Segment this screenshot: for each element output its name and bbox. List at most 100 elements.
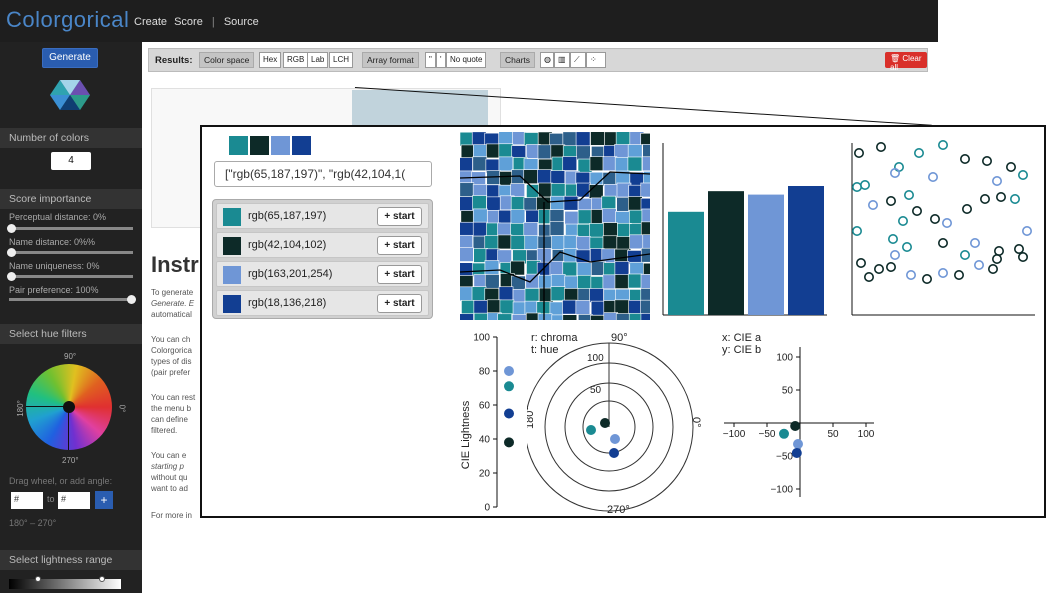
name-uniqueness-slider[interactable] — [7, 272, 133, 281]
map-county — [628, 196, 643, 211]
map-county — [615, 313, 631, 320]
single-quote-button[interactable]: ' — [436, 52, 446, 68]
start-button[interactable]: + start — [377, 265, 422, 284]
results-label: Results: — [155, 55, 193, 66]
hue-wheel-center[interactable] — [63, 401, 75, 413]
swatch[interactable] — [292, 136, 311, 155]
lightness-min-knob[interactable] — [35, 576, 41, 582]
map-county — [537, 169, 552, 184]
start-button[interactable]: + start — [377, 236, 422, 255]
map-county — [510, 209, 526, 224]
map-county — [614, 274, 630, 289]
lightness-tick-label: 100 — [473, 333, 490, 344]
map-state-border — [460, 251, 650, 283]
generate-button[interactable]: Generate — [42, 48, 98, 68]
scatter-point — [852, 226, 862, 237]
map-county — [628, 313, 644, 320]
hue-wheel-disc[interactable] — [26, 364, 112, 450]
brand-logo[interactable]: Colorgorical — [6, 7, 130, 32]
map-county — [562, 156, 578, 171]
lightness-axis-label: CIE Lightness — [460, 400, 472, 469]
num-colors-input[interactable]: 4 — [51, 152, 91, 170]
swatch[interactable] — [250, 136, 269, 155]
map-county — [643, 171, 650, 186]
pair-preference-slider[interactable] — [9, 295, 136, 304]
name-distance-slider[interactable] — [7, 248, 133, 257]
ab-label-x: x: CIE a — [722, 332, 762, 344]
swatch[interactable] — [229, 136, 248, 155]
start-button[interactable]: + start — [377, 207, 422, 226]
ab-point — [793, 439, 803, 449]
color-label: rgb(42,104,102) — [248, 239, 327, 251]
map-county — [562, 261, 578, 277]
map-county — [460, 247, 474, 262]
clear-all-button[interactable]: 🗑 Clear all — [885, 52, 927, 72]
palette-color-list: rgb(65,187,197) + start rgb(42,104,102) + … — [212, 199, 433, 319]
scatter-point — [996, 191, 1007, 202]
map-county — [550, 170, 566, 185]
lightness-max-knob[interactable] — [99, 576, 105, 582]
map-county — [589, 288, 604, 303]
slider-knob[interactable] — [127, 295, 136, 304]
map-county — [627, 144, 643, 159]
map-county — [460, 157, 473, 172]
line-chart-icon[interactable]: ⟋ — [570, 52, 586, 68]
map-county — [590, 314, 605, 320]
lightness-range-slider[interactable] — [9, 576, 121, 589]
map-county — [616, 236, 632, 251]
map-county — [510, 260, 525, 276]
scatter-point — [1022, 226, 1033, 237]
color-label: rgb(65,187,197) — [248, 210, 327, 222]
angle-start-input[interactable]: # — [11, 492, 43, 509]
lightness-tick-label: 40 — [479, 435, 491, 446]
start-button[interactable]: + start — [377, 294, 422, 313]
slider-knob[interactable] — [7, 272, 16, 281]
perceptual-distance-slider[interactable] — [7, 224, 133, 233]
rgb-button[interactable]: RGB — [283, 52, 309, 68]
lightness-point — [504, 366, 514, 376]
scatter-chart-icon[interactable]: ⁘ — [586, 52, 606, 68]
scatter-point — [938, 238, 949, 249]
map-county — [562, 299, 577, 315]
add-angle-button[interactable]: + — [95, 491, 113, 509]
bar-chart-icon[interactable]: ▥ — [554, 52, 570, 68]
hex-button[interactable]: Hex — [259, 52, 282, 68]
bg-line: want to ad — [151, 484, 188, 493]
angle-end-input[interactable]: # — [58, 492, 90, 509]
map-county — [640, 221, 650, 237]
lab-button[interactable]: Lab — [307, 52, 329, 68]
map-county — [486, 196, 502, 212]
map-county — [473, 300, 489, 315]
no-quote-button[interactable]: No quote — [446, 52, 487, 68]
map-county — [550, 274, 566, 289]
bg-line: Colorgorica — [151, 346, 192, 355]
bar — [748, 194, 784, 315]
polar-point — [586, 425, 596, 435]
nav-score[interactable]: Score — [174, 16, 203, 28]
map-county — [460, 234, 473, 250]
map-county — [498, 143, 514, 159]
map-county — [484, 235, 500, 250]
nav-create[interactable]: Create — [134, 16, 168, 28]
charts-label: Charts — [500, 52, 536, 68]
polar-angle-top: 90° — [611, 332, 628, 344]
swatch[interactable] — [271, 136, 290, 155]
palette-code-box[interactable]: ["rgb(65,187,197)", "rgb(42,104,1( — [214, 161, 432, 187]
map-chart-icon[interactable]: ◍ — [540, 52, 554, 68]
hue-wheel[interactable] — [26, 364, 112, 450]
slider-knob[interactable] — [7, 248, 16, 257]
map-county — [510, 196, 526, 211]
scatter-point — [863, 272, 874, 283]
slider-knob[interactable] — [7, 224, 16, 233]
map-county — [498, 286, 514, 302]
map-county — [614, 144, 629, 159]
bg-line: without qu — [151, 473, 188, 482]
lch-button[interactable]: LCH — [329, 52, 354, 68]
instructions-title: Instr — [151, 252, 199, 277]
color-label: rgb(163,201,254) — [248, 268, 333, 280]
map-county — [486, 299, 502, 315]
nav-source[interactable]: Source — [223, 16, 259, 28]
ab-y-tick-label: 50 — [782, 386, 794, 397]
scatter-point — [914, 148, 925, 158]
double-quote-button[interactable]: " — [425, 52, 436, 68]
